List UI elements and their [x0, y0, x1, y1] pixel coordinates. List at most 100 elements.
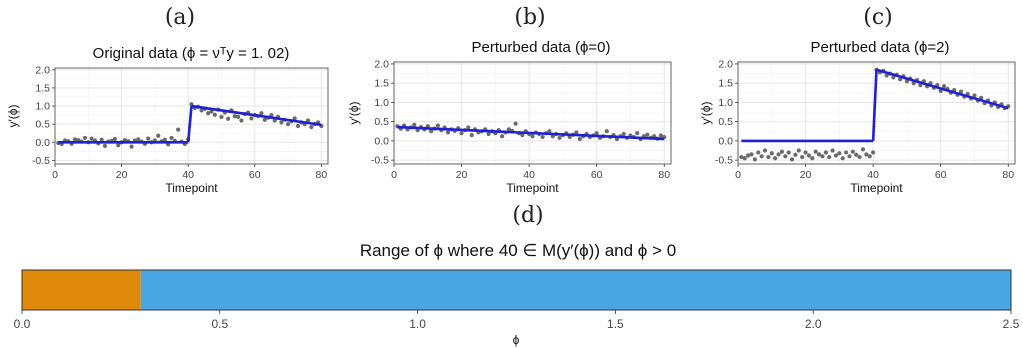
data-point — [635, 131, 640, 136]
data-point — [793, 152, 798, 157]
x-tick-label: 80 — [658, 169, 670, 181]
data-point — [857, 154, 862, 160]
y-tick-label: -0.5 — [371, 155, 389, 167]
data-point — [557, 135, 562, 140]
range-segment-0 — [22, 270, 141, 310]
y-tick-label: -0.5 — [32, 155, 50, 167]
data-point — [898, 77, 903, 82]
data-point — [136, 137, 141, 142]
x-tick-label: 0 — [391, 169, 397, 181]
data-point — [803, 150, 808, 155]
data-point — [486, 131, 491, 137]
data-point — [236, 114, 241, 120]
data-point — [435, 123, 441, 128]
data-point — [756, 150, 761, 155]
data-point — [577, 136, 582, 142]
data-point — [72, 137, 78, 142]
data-point — [82, 135, 88, 141]
x-tick-label: 40 — [182, 169, 194, 181]
data-point — [604, 129, 609, 134]
data-point — [459, 131, 464, 136]
data-point — [520, 133, 525, 138]
data-point — [513, 121, 518, 126]
fit-line-segment1 — [397, 125, 665, 141]
x-tick-label: 2.0 — [805, 317, 822, 331]
data-point — [226, 116, 231, 121]
y-tick-label: 0.0 — [35, 137, 50, 149]
data-point — [594, 131, 599, 136]
data-point — [746, 153, 751, 158]
data-point — [813, 149, 818, 154]
data-point — [739, 154, 744, 160]
data-point — [249, 116, 254, 121]
data-point — [206, 111, 211, 116]
fit-jump — [871, 69, 878, 141]
data-point — [833, 153, 839, 158]
data-point — [972, 93, 977, 98]
data-point — [445, 130, 451, 135]
data-point — [941, 84, 947, 89]
x-axis-label: Timepoint — [850, 181, 903, 195]
panel-label: (a) — [165, 5, 195, 30]
data-point — [779, 149, 785, 154]
data-point — [820, 154, 825, 159]
chart-title: Perturbed data (ϕ=2) — [811, 39, 950, 56]
x-tick-label: 0.5 — [211, 317, 228, 331]
y-axis-label: y′(ϕ) — [6, 105, 20, 128]
data-point — [752, 157, 757, 162]
data-point — [547, 129, 552, 134]
x-tick-label: 60 — [591, 169, 603, 181]
y-tick-label: 0.5 — [374, 116, 389, 128]
data-point — [129, 144, 134, 149]
x-tick-label: 20 — [800, 169, 812, 181]
data-point — [469, 133, 474, 138]
data-point — [766, 154, 771, 160]
data-point — [806, 153, 812, 158]
data-point — [199, 108, 204, 113]
data-point — [837, 151, 842, 156]
data-point — [212, 112, 217, 117]
x-axis-label: ϕ — [513, 333, 520, 347]
data-point — [156, 133, 161, 138]
data-point — [621, 131, 626, 137]
data-point — [854, 152, 859, 157]
data-point — [169, 135, 174, 141]
data-point — [867, 154, 872, 159]
data-point — [796, 148, 801, 153]
data-point — [466, 125, 471, 130]
x-axis-label: Timepoint — [165, 181, 218, 195]
data-point — [219, 114, 224, 120]
x-tick-label: 2.5 — [1003, 317, 1020, 331]
x-tick-label: 80 — [1002, 169, 1014, 181]
data-point — [843, 150, 849, 155]
data-point — [259, 111, 264, 116]
data-point — [146, 136, 151, 141]
data-point — [847, 154, 852, 159]
y-axis-label: y′(ϕ) — [699, 102, 713, 125]
y-tick-label: 0.0 — [374, 135, 389, 147]
data-point — [574, 130, 579, 135]
data-point — [116, 143, 121, 148]
data-point — [162, 137, 167, 142]
x-tick-label: 0 — [735, 169, 741, 181]
panel-border — [393, 61, 672, 165]
data-point — [309, 124, 314, 130]
y-tick-label: 1.0 — [718, 97, 733, 109]
y-tick-label: 0.0 — [718, 135, 733, 147]
data-point — [658, 133, 663, 138]
data-point — [864, 152, 869, 157]
data-point — [89, 136, 94, 141]
panel-border — [54, 67, 329, 165]
y-tick-label: 0.5 — [35, 119, 50, 131]
fit-line-segment2 — [876, 68, 1009, 110]
chart-title: Range of ϕ where 40 ∈ M(y′(ϕ)) and ϕ > 0 — [360, 241, 676, 260]
data-point — [759, 154, 764, 159]
data-point — [530, 134, 535, 139]
x-tick-label: 0 — [52, 169, 58, 181]
y-tick-label: 0.5 — [718, 116, 733, 128]
data-point — [279, 120, 284, 125]
data-point — [412, 122, 417, 127]
data-point — [499, 134, 505, 139]
data-point — [102, 143, 108, 148]
